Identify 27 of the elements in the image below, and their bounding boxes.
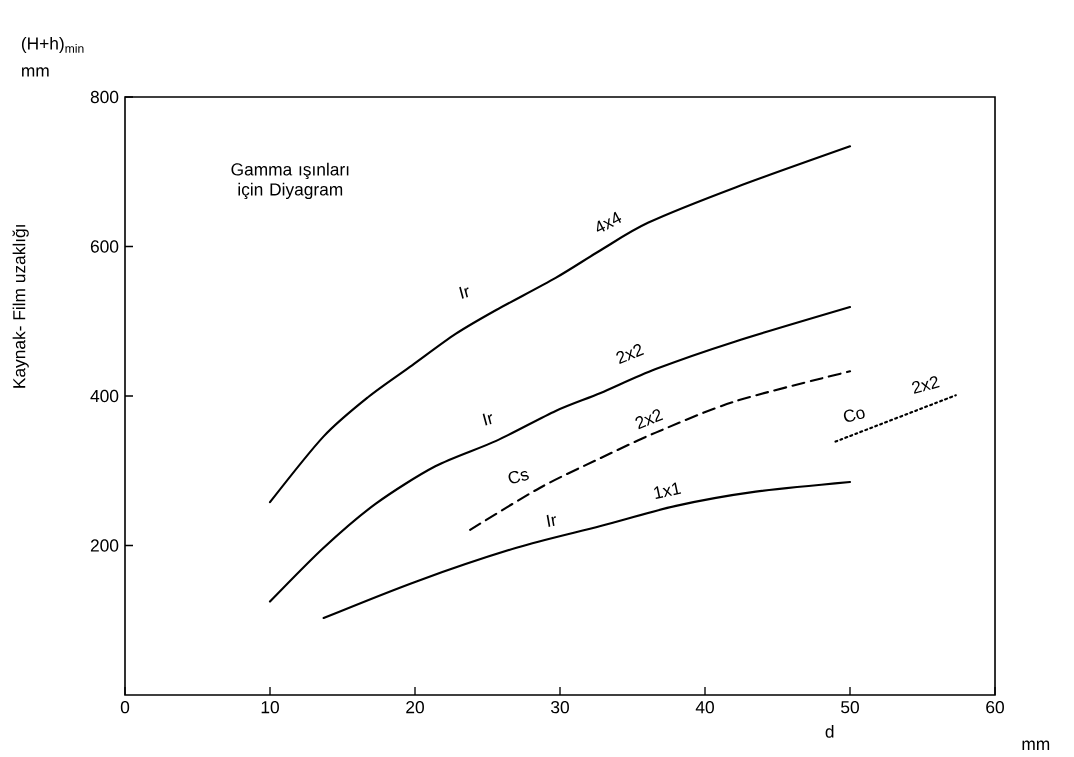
- annotation: Co: [843, 409, 865, 422]
- annotation: Ir: [546, 514, 556, 527]
- x-tick-label: 10: [261, 701, 279, 714]
- annotation: 2x2: [616, 344, 644, 365]
- y-tick-label: 200: [90, 539, 119, 552]
- annotation: Ir: [482, 413, 493, 426]
- annotation: 2x2: [912, 376, 940, 394]
- x-tick-label: 40: [695, 701, 714, 714]
- annotation: Cs: [508, 470, 529, 484]
- x-tick-label: 60: [986, 701, 1004, 714]
- x-axis-title: d: [825, 725, 834, 738]
- annotation: 2x2: [635, 409, 664, 430]
- x-tick-label: 20: [406, 701, 424, 714]
- y-axis-title: Kaynak- Film uzaklığı: [12, 225, 29, 388]
- text: (H+h)$_{min}$: [21, 36, 84, 54]
- annotation: 1x1: [654, 482, 682, 499]
- text: mm: [1022, 740, 1050, 750]
- text: Gamma ışınları için Diyagram: [231, 162, 349, 200]
- y-tick-label: 400: [90, 389, 119, 403]
- annotation: 4x4: [596, 211, 622, 232]
- y-tick-label: 800: [90, 90, 119, 104]
- annotation: Ir: [459, 286, 469, 299]
- text: mm: [22, 67, 49, 77]
- x-tick-label: 50: [841, 701, 859, 714]
- x-tick-label: 0: [120, 701, 130, 714]
- x-tick-label: 30: [551, 701, 569, 714]
- y-tick-label: 600: [90, 240, 119, 253]
